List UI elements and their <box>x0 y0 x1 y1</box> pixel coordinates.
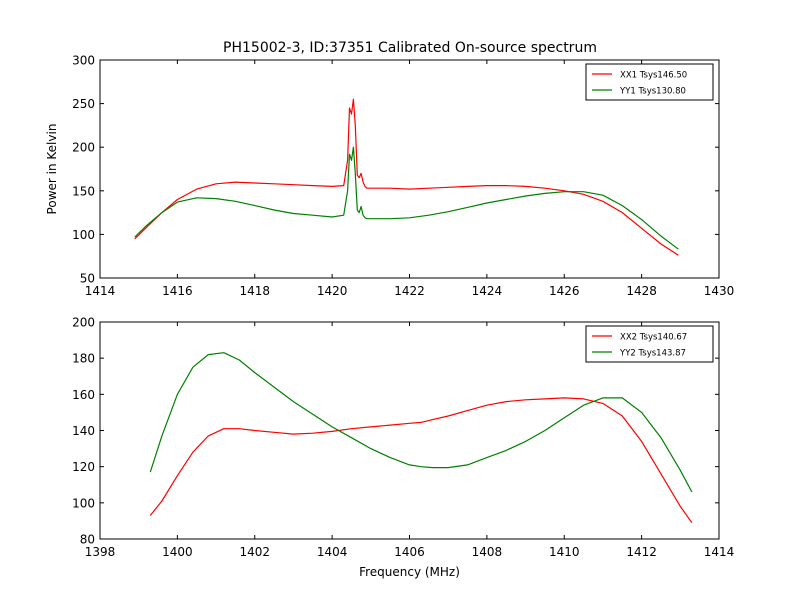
y-tick-label: 180 <box>72 352 95 366</box>
x-tick-label: 1420 <box>317 284 348 298</box>
legend-box <box>585 63 714 101</box>
x-tick-label: 1402 <box>239 545 270 559</box>
x-tick-label: 1416 <box>162 284 193 298</box>
x-tick-label: 1414 <box>704 545 735 559</box>
y-tick-label: 160 <box>72 388 95 402</box>
x-tick-label: 1408 <box>472 545 503 559</box>
legend-label: YY1 Tsys130.80 <box>619 87 686 97</box>
x-tick-label: 1422 <box>394 284 425 298</box>
y-tick-label: 300 <box>72 54 95 68</box>
y-tick-label: 120 <box>72 460 95 474</box>
y-tick-label: 200 <box>72 141 95 155</box>
legend-label: YY2 Tsys143.87 <box>619 349 686 359</box>
y-tick-label: 100 <box>72 496 95 510</box>
y-tick-label: 100 <box>72 228 95 242</box>
y-tick-label: 150 <box>72 184 95 198</box>
y-tick-label: 250 <box>72 97 95 111</box>
y-tick-label: 80 <box>80 533 95 547</box>
y-tick-label: 140 <box>72 424 95 438</box>
y-tick-label: 200 <box>72 316 95 330</box>
series-line-yy2 <box>149 352 693 493</box>
x-tick-label: 1404 <box>317 545 348 559</box>
legend-box <box>585 325 714 363</box>
chart-title: PH15002-3, ID:37351 Calibrated On-source… <box>223 40 597 56</box>
x-tick-label: 1426 <box>549 284 580 298</box>
x-tick-label: 1430 <box>704 284 735 298</box>
x-tick-label: 1400 <box>162 545 193 559</box>
series-line-yy1 <box>134 146 679 250</box>
plot-area <box>149 352 693 524</box>
x-tick-label: 1410 <box>549 545 580 559</box>
series-line-xx1 <box>134 98 679 256</box>
y-tick-label: 50 <box>80 272 95 286</box>
legend: XX1 Tsys146.50 YY1 Tsys130.80 <box>585 63 714 101</box>
x-tick-label: 1406 <box>394 545 425 559</box>
x-tick-label: 1398 <box>85 545 116 559</box>
plot-area <box>134 98 679 256</box>
bottom-panel: 1398 1400 1402 1404 1406 1408 1410 1412 1414 80 10… <box>72 316 734 580</box>
x-tick-label: 1412 <box>626 545 657 559</box>
series-line-xx2 <box>149 397 693 524</box>
x-tick-label: 1424 <box>472 284 503 298</box>
top-panel: 1414 1416 1418 1420 1422 1424 1426 1428 1430 50 10… <box>45 54 734 299</box>
legend: XX2 Tsys140.67 YY2 Tsys143.87 <box>585 325 714 363</box>
x-tick-label: 1418 <box>239 284 270 298</box>
legend-label: XX2 Tsys140.67 <box>620 333 687 343</box>
x-axis-label: Frequency (MHz) <box>359 565 460 579</box>
x-tick-label: 1428 <box>626 284 657 298</box>
legend-label: XX1 Tsys146.50 <box>620 71 687 81</box>
y-axis-label: Power in Kelvin <box>45 124 59 215</box>
x-tick-label: 1414 <box>85 284 116 298</box>
